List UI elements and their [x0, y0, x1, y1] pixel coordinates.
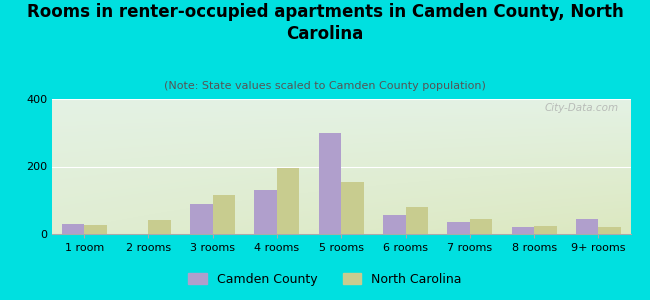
Bar: [318, 133, 341, 234]
Bar: [383, 215, 406, 234]
Bar: [534, 226, 556, 234]
Bar: [62, 224, 84, 234]
Bar: [447, 222, 470, 234]
Text: City-Data.com: City-Data.com: [545, 103, 619, 113]
Bar: [470, 219, 492, 234]
Bar: [190, 204, 213, 234]
Legend: Camden County, North Carolina: Camden County, North Carolina: [183, 268, 467, 291]
Bar: [277, 168, 300, 234]
Bar: [512, 226, 534, 234]
Bar: [213, 195, 235, 234]
Bar: [406, 207, 428, 234]
Text: Rooms in renter-occupied apartments in Camden County, North
Carolina: Rooms in renter-occupied apartments in C…: [27, 3, 623, 43]
Bar: [148, 220, 171, 234]
Bar: [255, 190, 277, 234]
Bar: [599, 227, 621, 234]
Text: (Note: State values scaled to Camden County population): (Note: State values scaled to Camden Cou…: [164, 81, 486, 91]
Bar: [576, 219, 599, 234]
Bar: [84, 224, 107, 234]
Bar: [341, 182, 364, 234]
